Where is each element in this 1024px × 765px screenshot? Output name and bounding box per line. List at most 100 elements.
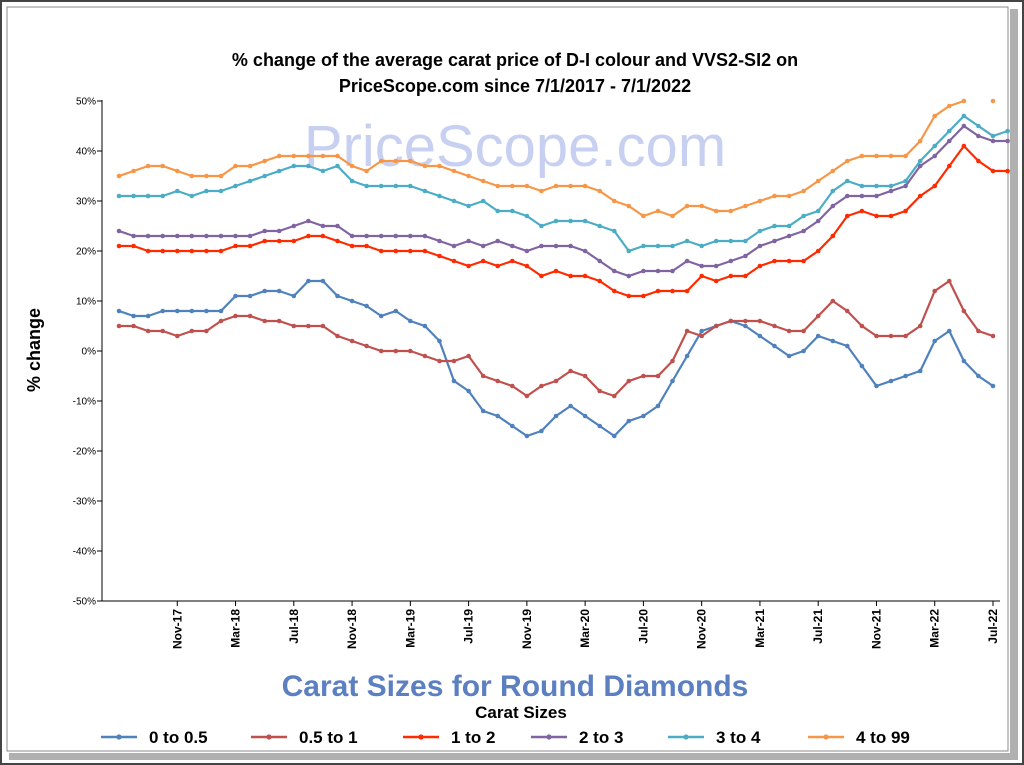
series-line xyxy=(119,144,1008,298)
data-point xyxy=(612,198,617,204)
legend-swatch-marker xyxy=(116,734,122,740)
data-point xyxy=(612,393,617,399)
frame-shadow-right xyxy=(1010,9,1018,757)
data-point xyxy=(553,268,559,274)
data-point xyxy=(786,328,792,334)
data-point xyxy=(466,353,471,359)
data-point xyxy=(131,313,136,319)
data-point xyxy=(495,263,501,269)
data-point xyxy=(131,233,136,239)
data-point xyxy=(888,153,894,159)
data-point xyxy=(728,238,734,244)
data-point xyxy=(247,178,253,184)
data-point xyxy=(437,193,442,199)
data-point xyxy=(684,328,690,334)
data-point xyxy=(393,348,399,354)
data-point xyxy=(772,193,777,199)
data-point xyxy=(815,178,821,184)
data-point xyxy=(845,158,850,164)
data-point xyxy=(903,153,908,159)
data-point xyxy=(859,363,865,369)
data-point xyxy=(976,373,981,379)
data-point xyxy=(291,163,297,169)
data-point xyxy=(888,333,894,339)
data-point xyxy=(815,313,821,319)
data-point xyxy=(859,323,865,329)
data-point xyxy=(815,248,821,254)
series-layer xyxy=(116,98,1010,439)
data-point xyxy=(437,253,442,259)
data-point xyxy=(276,228,282,234)
legend-item: 0 to 0.5 xyxy=(101,728,208,747)
data-point xyxy=(451,243,457,249)
data-point xyxy=(932,113,937,119)
data-point xyxy=(932,153,937,159)
data-point xyxy=(932,288,937,294)
x-tick-label: Jul-19 xyxy=(462,609,476,644)
data-point xyxy=(815,218,821,224)
data-point xyxy=(713,263,719,269)
data-point xyxy=(874,213,879,219)
data-point xyxy=(262,158,268,164)
data-point xyxy=(641,213,646,219)
data-point xyxy=(917,138,923,144)
data-point xyxy=(655,373,661,379)
data-point xyxy=(772,238,777,244)
data-point xyxy=(233,233,238,239)
data-point xyxy=(306,233,311,239)
y-tick-label: 0% xyxy=(82,347,97,358)
data-point xyxy=(349,233,355,239)
data-point xyxy=(189,233,195,239)
data-point xyxy=(524,248,530,254)
data-point xyxy=(218,233,224,239)
data-point xyxy=(131,168,136,174)
data-point xyxy=(539,188,544,194)
data-point xyxy=(160,163,165,169)
data-point xyxy=(320,278,326,284)
data-point xyxy=(524,393,530,399)
data-point xyxy=(247,233,253,239)
data-point xyxy=(524,213,530,219)
series-2 xyxy=(116,143,1010,299)
data-point xyxy=(699,263,704,269)
data-point xyxy=(218,308,224,314)
data-point xyxy=(451,258,457,264)
data-point xyxy=(539,243,544,249)
y-tick-label: 10% xyxy=(76,297,96,308)
data-point xyxy=(276,288,282,294)
data-point xyxy=(364,243,369,249)
data-point xyxy=(378,313,384,319)
data-point xyxy=(612,268,617,274)
data-point xyxy=(830,203,836,209)
data-point xyxy=(947,103,952,109)
data-point xyxy=(160,233,165,239)
data-point xyxy=(495,183,501,189)
data-point xyxy=(874,193,879,199)
data-point xyxy=(175,248,180,254)
data-point xyxy=(349,298,355,304)
legend-label: 0 to 0.5 xyxy=(149,728,208,747)
data-point xyxy=(961,143,967,149)
data-point xyxy=(612,288,617,294)
data-point xyxy=(378,248,384,254)
data-point xyxy=(947,163,952,169)
data-point xyxy=(670,243,675,249)
data-point xyxy=(160,248,165,254)
y-tick-label: 30% xyxy=(76,197,96,208)
y-tick-label: -30% xyxy=(73,497,96,508)
data-point xyxy=(320,233,326,239)
data-point xyxy=(859,183,865,189)
data-point xyxy=(582,248,588,254)
data-point xyxy=(378,348,384,354)
data-point xyxy=(801,258,806,264)
data-point xyxy=(597,423,602,429)
data-point xyxy=(145,163,151,169)
data-point xyxy=(801,213,806,219)
data-point xyxy=(393,248,399,254)
y-tick-label: 50% xyxy=(76,97,96,108)
data-point xyxy=(437,238,442,244)
data-point xyxy=(175,308,180,314)
data-point xyxy=(495,238,501,244)
data-point xyxy=(422,163,428,169)
